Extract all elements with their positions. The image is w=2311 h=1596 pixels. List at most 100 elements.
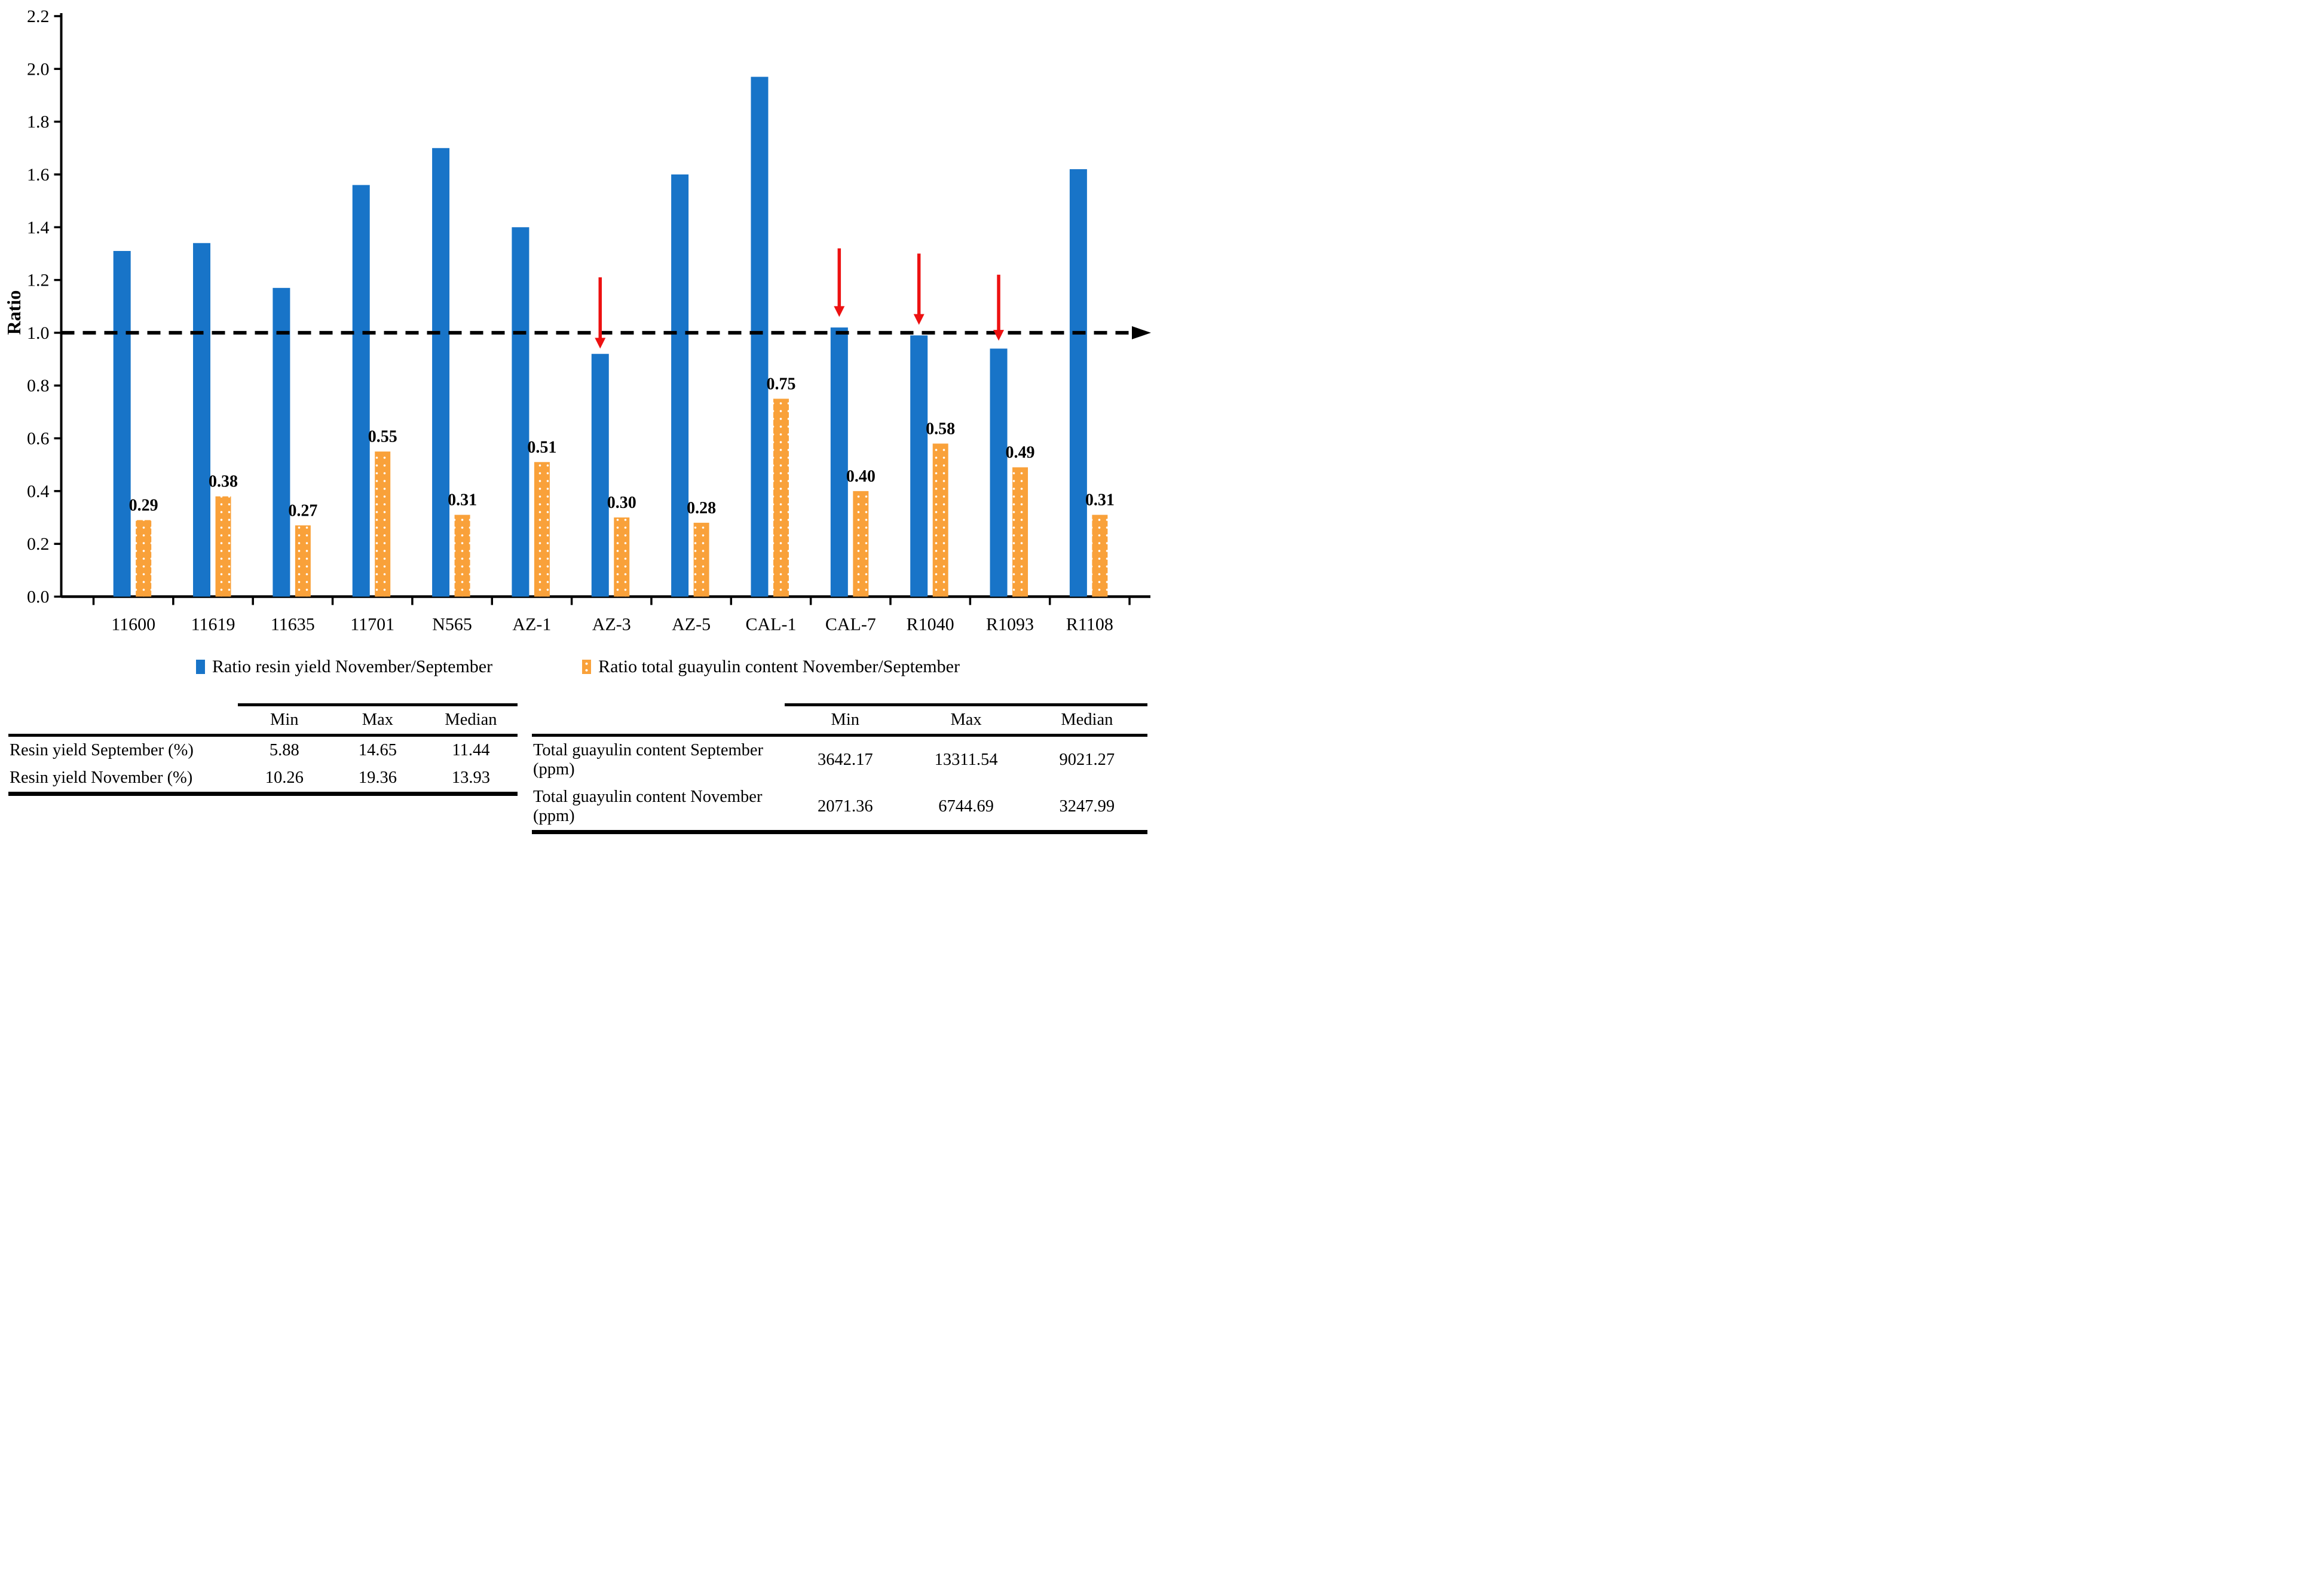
legend-item-resin-yield: Ratio resin yield November/September (196, 657, 492, 677)
data-label-R1108: 0.31 (1085, 491, 1115, 510)
guayulin-september-row: Total guayulin content September (ppm) 3… (532, 736, 1147, 784)
min-value: 5.88 (269, 741, 299, 759)
max-value: 6744.69 (905, 783, 1027, 834)
resin-yield-header-row: Min Max Median (8, 703, 518, 737)
bar-resin-11635 (273, 287, 290, 597)
resin-yield-col-max: Max (330, 703, 424, 737)
reference-line-arrowhead-icon (1132, 326, 1151, 339)
resin-yield-header-spacer (8, 704, 238, 737)
guayulin-november-row: Total guayulin content November (ppm) 20… (532, 783, 1147, 834)
data-label-11635: 0.27 (288, 501, 317, 520)
row-label: Resin yield September (%) (10, 741, 194, 759)
max-value: 13311.54 (934, 750, 998, 769)
x-tick-label-CAL-1: CAL-1 (745, 615, 796, 635)
legend-label-resin-yield: Ratio resin yield November/September (212, 657, 493, 676)
data-label-R1040: 0.58 (926, 419, 955, 438)
bar-resin-AZ-1 (512, 227, 529, 597)
y-tick-label: 1.6 (27, 165, 50, 185)
data-label-11600: 0.29 (129, 496, 158, 514)
guayulin-content-table: Min Max Median Total guayulin content Se… (532, 703, 1147, 834)
bar-guayulin-R1108 (1092, 514, 1108, 597)
median-value: 3247.99 (1026, 783, 1147, 834)
data-label-AZ-3: 0.30 (607, 494, 636, 512)
resin-yield-col-min: Min (237, 703, 331, 737)
y-tick-label: 2.0 (27, 59, 50, 79)
x-tick-label-AZ-5: AZ-5 (672, 615, 711, 635)
x-tick-label-CAL-7: CAL-7 (825, 615, 876, 635)
y-tick-label: 0.2 (27, 534, 50, 554)
bar-guayulin-R1040 (932, 443, 948, 597)
min-value: 2071.36 (785, 783, 906, 834)
y-tick-label: 2.2 (27, 7, 50, 26)
guayulin-col-min: Min (785, 703, 906, 737)
x-tick-label-R1040: R1040 (907, 615, 954, 635)
y-tick-label: 1.2 (27, 271, 50, 290)
bar-resin-R1093 (990, 348, 1008, 597)
x-tick-label-R1093: R1093 (986, 615, 1034, 635)
bar-guayulin-11635 (295, 525, 311, 597)
resin-yield-november-row: Resin yield November (%) 10.26 19.36 13.… (8, 764, 518, 796)
y-tick-label: 1.8 (27, 112, 50, 132)
y-tick-label: 0.6 (27, 429, 50, 449)
figure-page: 0.0 0.2 0.4 0.6 0.8 1.0 1.2 1.4 1.6 1.8 2.0 2.2 Rati… (0, 0, 1156, 834)
y-axis-title: Ratio (3, 290, 25, 335)
x-tick-label-AZ-3: AZ-3 (592, 615, 631, 635)
red-arrow-head-icon-R1040 (913, 314, 925, 325)
legend-item-guayulin-content: Ratio total guayulin content November/Se… (582, 657, 960, 677)
ratio-bar-chart: 0.0 0.2 0.4 0.6 0.8 1.0 1.2 1.4 1.6 1.8 2.0 2.2 Rati… (3, 7, 1151, 635)
y-tick-label: 1.0 (27, 323, 50, 343)
data-label-AZ-5: 0.28 (687, 499, 716, 517)
bar-guayulin-CAL-7 (853, 491, 869, 597)
data-label-CAL-1: 0.75 (766, 375, 795, 393)
min-value: 3642.17 (817, 750, 873, 769)
row-label: Total guayulin content September (ppm) (533, 741, 764, 779)
legend-swatch-blue-icon (196, 660, 206, 674)
data-label-11619: 0.38 (209, 473, 238, 491)
median-value: 11.44 (452, 741, 490, 759)
bar-resin-11619 (193, 243, 211, 597)
data-label-R1093: 0.49 (1006, 443, 1035, 462)
bar-guayulin-N565 (454, 514, 470, 597)
red-arrow-head-icon-R1093 (993, 330, 1005, 341)
x-tick-label-R1108: R1108 (1066, 615, 1113, 635)
x-tick-label-11619: 11619 (191, 615, 235, 635)
data-label-N565: 0.31 (448, 491, 477, 510)
bar-guayulin-R1093 (1012, 467, 1029, 597)
bar-resin-11600 (113, 251, 131, 597)
bar-guayulin-11619 (215, 496, 231, 597)
guayulin-col-median: Median (1026, 703, 1147, 737)
max-value: 19.36 (330, 764, 424, 796)
bar-resin-CAL-1 (751, 76, 769, 597)
bar-guayulin-AZ-3 (614, 517, 630, 597)
bar-guayulin-AZ-5 (693, 522, 709, 597)
resin-yield-september-row: Resin yield September (%) 5.88 14.65 11.… (8, 736, 518, 765)
data-label-11701: 0.55 (368, 428, 397, 446)
max-value: 14.65 (358, 741, 397, 759)
bar-resin-AZ-3 (591, 354, 609, 597)
guayulin-header-spacer (532, 704, 785, 737)
bar-resin-R1040 (910, 335, 928, 597)
bar-guayulin-AZ-1 (534, 462, 550, 597)
median-value: 9021.27 (1059, 750, 1115, 769)
data-label-CAL-7: 0.40 (846, 467, 876, 486)
chart-legend: Ratio resin yield November/September Rat… (0, 657, 1156, 677)
data-label-AZ-1: 0.51 (527, 438, 556, 457)
summary-tables: Min Max Median Resin yield September (%)… (0, 703, 1156, 834)
red-arrow-head-icon-CAL-7 (834, 306, 845, 317)
legend-swatch-orange-icon (582, 660, 592, 674)
row-label: Resin yield November (%) (8, 764, 238, 796)
x-tick-label-11600: 11600 (111, 615, 155, 635)
x-tick-label-11701: 11701 (350, 615, 394, 635)
bar-guayulin-11600 (136, 520, 152, 597)
y-tick-label: 0.8 (27, 376, 50, 396)
x-tick-label-AZ-1: AZ-1 (512, 615, 551, 635)
resin-yield-table: Min Max Median Resin yield September (%)… (8, 703, 518, 796)
min-value: 10.26 (237, 764, 331, 796)
bar-resin-AZ-5 (671, 174, 689, 597)
x-tick-label-11635: 11635 (271, 615, 315, 635)
bar-resin-11701 (352, 185, 370, 597)
bar-guayulin-CAL-1 (773, 399, 789, 597)
guayulin-col-max: Max (905, 703, 1027, 737)
legend-label-guayulin-content: Ratio total guayulin content November/Se… (598, 657, 960, 676)
y-tick-label: 1.4 (27, 218, 50, 237)
